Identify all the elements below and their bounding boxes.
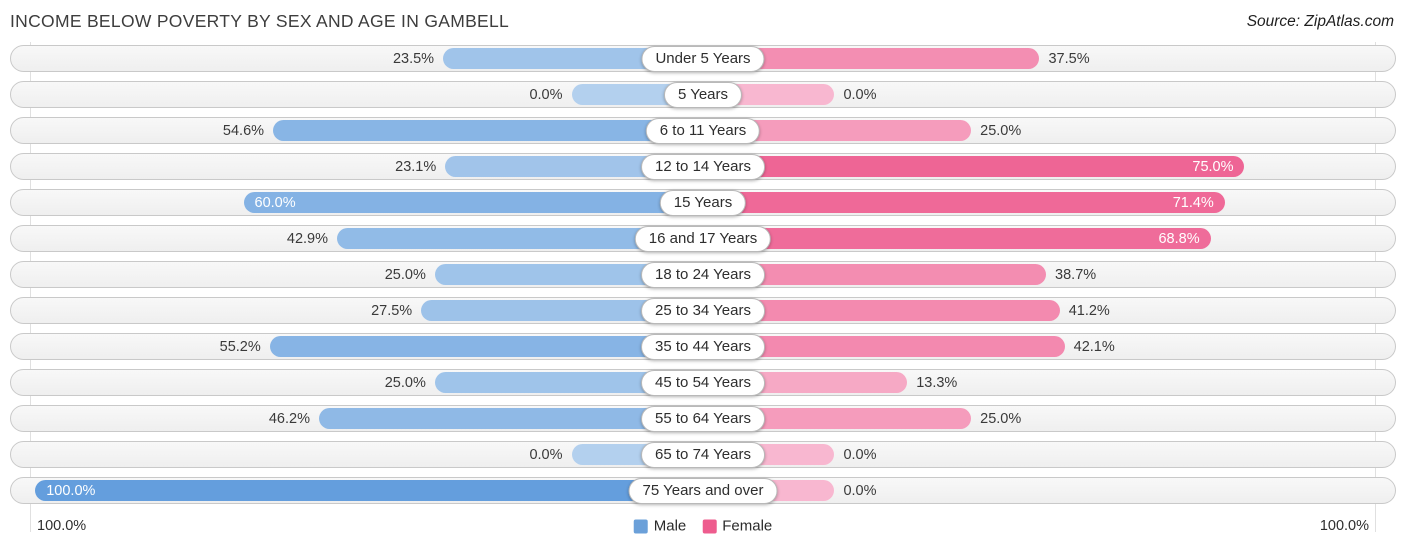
female-value-label: 0.0% [843, 446, 877, 463]
male-value-label: 100.0% [46, 482, 96, 499]
female-value-label: 0.0% [843, 86, 877, 103]
male-bar [445, 156, 703, 177]
age-row: 0.0% 0.0% 5 Years [10, 81, 1396, 108]
female-bar [703, 264, 1047, 285]
female-bar [703, 192, 1225, 213]
female-value-label: 71.4% [1172, 194, 1214, 211]
male-value-label: 42.9% [286, 230, 328, 247]
female-value-label: 75.0% [1192, 158, 1234, 175]
age-row: 0.0% 0.0% 65 to 74 Years [10, 441, 1396, 468]
female-value-label: 25.0% [980, 410, 1022, 427]
age-label: 45 to 54 Years [641, 369, 765, 396]
age-row: 54.6% 25.0% 6 to 11 Years [10, 117, 1396, 144]
chart-header: INCOME BELOW POVERTY BY SEX AND AGE IN G… [0, 0, 1406, 32]
male-bar [434, 372, 703, 393]
legend: Male Female [633, 517, 772, 535]
male-value-label: 55.2% [219, 338, 261, 355]
age-label: 12 to 14 Years [641, 153, 765, 180]
age-label: 5 Years [663, 81, 743, 108]
male-value-label: 54.6% [222, 122, 265, 139]
female-bar [703, 228, 1211, 249]
female-bar [703, 48, 1040, 69]
female-value-label: 41.2% [1068, 302, 1110, 319]
age-label: 55 to 64 Years [641, 405, 765, 432]
male-legend-label: Male [653, 517, 687, 535]
male-value-label: 23.5% [392, 50, 435, 67]
age-row: 23.5% 37.5% Under 5 Years [10, 45, 1396, 72]
female-value-label: 37.5% [1048, 50, 1090, 67]
age-label: 75 Years and over [628, 477, 778, 504]
age-row: 42.9% 68.8% 16 and 17 Years [10, 225, 1396, 252]
male-value-label: 46.2% [268, 410, 310, 427]
male-value-label: 25.0% [384, 374, 426, 391]
age-row: 25.0% 13.3% 45 to 54 Years [10, 369, 1396, 396]
female-bar [703, 300, 1060, 321]
age-row: 25.0% 38.7% 18 to 24 Years [10, 261, 1396, 288]
page-title: INCOME BELOW POVERTY BY SEX AND AGE IN G… [10, 11, 510, 31]
female-value-label: 13.3% [916, 374, 958, 391]
age-row: 100.0% 0.0% 75 Years and over [10, 477, 1396, 504]
male-bar [434, 264, 703, 285]
age-row: 23.1% 75.0% 12 to 14 Years [10, 153, 1396, 180]
left-axis-max-label: 100.0% [37, 518, 87, 534]
male-bar [421, 300, 703, 321]
male-value-label: 27.5% [371, 302, 413, 319]
age-row: 60.0% 71.4% 15 Years [10, 189, 1396, 216]
female-value-label: 42.1% [1073, 338, 1115, 355]
male-legend-swatch [633, 519, 648, 533]
male-bar [35, 480, 703, 501]
female-bar [703, 120, 972, 141]
age-label: 35 to 44 Years [641, 333, 765, 360]
male-bar [336, 228, 703, 249]
female-legend-swatch [702, 519, 717, 533]
age-label: 65 to 74 Years [641, 441, 765, 468]
male-value-label: 0.0% [529, 446, 563, 463]
male-value-label: 0.0% [529, 86, 563, 103]
age-label: 18 to 24 Years [641, 261, 765, 288]
female-value-label: 68.8% [1158, 230, 1200, 247]
female-bar [703, 336, 1065, 357]
female-bar [703, 408, 972, 429]
male-value-label: 60.0% [254, 194, 296, 211]
chart-footer: 100.0% Male Female 100.0% [10, 513, 1396, 539]
age-row: 27.5% 41.2% 25 to 34 Years [10, 297, 1396, 324]
age-row: 46.2% 25.0% 55 to 64 Years [10, 405, 1396, 432]
legend-item-male: Male [633, 517, 687, 535]
age-label: 15 Years [659, 189, 747, 216]
male-bar [273, 120, 703, 141]
age-row: 55.2% 42.1% 35 to 44 Years [10, 333, 1396, 360]
female-legend-label: Female [722, 517, 773, 535]
age-label: 25 to 34 Years [641, 297, 765, 324]
male-value-label: 25.0% [384, 266, 426, 283]
male-bar [318, 408, 703, 429]
right-axis-max-label: 100.0% [1319, 518, 1369, 534]
age-label: Under 5 Years [641, 45, 765, 72]
male-bar [443, 48, 703, 69]
female-value-label: 0.0% [843, 482, 877, 499]
age-label: 16 and 17 Years [634, 225, 772, 252]
female-value-label: 38.7% [1055, 266, 1097, 283]
age-label: 6 to 11 Years [645, 117, 761, 144]
legend-item-female: Female [702, 518, 772, 535]
female-bar [703, 156, 1245, 177]
male-bar [243, 192, 703, 213]
male-value-label: 23.1% [395, 158, 437, 175]
source-credit: Source: ZipAtlas.com [1246, 13, 1394, 30]
female-value-label: 25.0% [980, 122, 1022, 139]
chart-rows: 23.5% 37.5% Under 5 Years 0.0% 0.0% 5 Years 54… [10, 42, 1396, 532]
male-bar [269, 336, 703, 357]
